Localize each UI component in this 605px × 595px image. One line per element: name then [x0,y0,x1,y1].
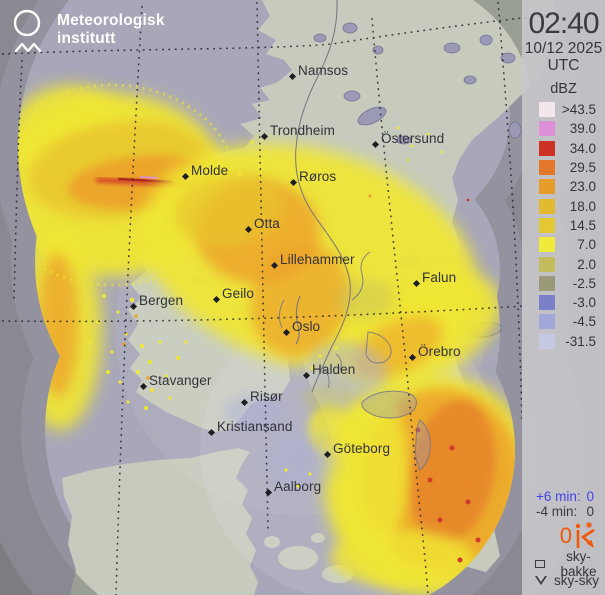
lightning-strike-row: 0 [522,522,605,550]
legend-row: 14.5 [522,216,605,235]
legend-swatch [539,140,555,156]
clock-timezone: UTC [547,57,580,74]
legend-swatch [539,160,555,176]
legend-swatch [539,237,555,253]
legend-row: 18.0 [522,196,605,215]
cloud-to-cloud-icon [535,576,547,585]
brand-text: Meteorologisk institutt [57,8,165,56]
lightning-strike-icon [575,522,595,548]
legend-label: 18.0 [569,198,596,214]
legend-label: 23.0 [569,179,596,195]
lightning-minus-label: -4 min: [536,504,578,519]
legend-swatch [539,198,555,214]
brand-line2: institutt [57,30,116,47]
lightning-plus-label: +6 min: [536,489,581,504]
legend-sidebar: 02:40 10/12 2025 UTC dBZ >43.5 39.0 34.0 29… [522,0,605,595]
cloud-to-cloud-label: sky-sky [554,573,599,588]
lightning-plus-row: +6 min: 0 [522,489,605,504]
legend-row: -31.5 [522,332,605,351]
clock-date: 10/12 2025 [524,40,603,57]
legend-row: 34.0 [522,139,605,158]
legend-label: -4.5 [572,314,596,330]
legend-row: 2.0 [522,254,605,273]
legend-label: 34.0 [569,140,596,156]
legend-row: -2.5 [522,274,605,293]
legend-swatch [539,102,555,118]
lightning-plus-value: 0 [586,489,594,504]
legend-unit: dBZ [550,81,577,97]
lightning-panel: +6 min: 0 -4 min: 0 0 [522,489,605,589]
legend-label: -2.5 [572,275,596,291]
legend-label: 29.5 [569,160,596,176]
legend-label: >43.5 [561,102,596,118]
legend-swatch [539,275,555,291]
legend-label: -31.5 [565,333,596,349]
legend-row: 29.5 [522,158,605,177]
legend-row: 39.0 [522,119,605,138]
clock-time: 02:40 [528,7,599,40]
dbz-legend: >43.5 39.0 34.0 29.5 23.0 18.0 14.5 7.0 2.0 -2.5 -… [522,100,605,351]
brand-line1: Meteorologisk [57,12,165,29]
legend-row: >43.5 [522,100,605,119]
borders-layer [278,0,431,471]
met-logo-icon [13,9,42,53]
cloud-to-ground-icon [535,559,545,568]
legend-swatch [539,217,555,233]
legend-swatch [539,314,555,330]
cloud-to-ground-label: sky-bakke [560,548,597,579]
legend-swatch [539,179,555,195]
legend-swatch [539,256,555,272]
lightning-strike-count: 0 [559,523,572,548]
lightning-minus-value: 0 [586,504,594,519]
legend-row: 23.0 [522,177,605,196]
legend-swatch [539,295,555,311]
legend-row: 7.0 [522,235,605,254]
met-institute-brand: Meteorologisk institutt [10,8,165,56]
lightning-type-ground-row: sky-bakke [522,549,605,579]
lightning-minus-row: -4 min: 0 [522,504,605,519]
legend-label: 14.5 [569,217,596,233]
lightning-type-cloud-row: sky-sky [522,572,605,589]
legend-label: 39.0 [569,121,596,137]
legend-row: -3.0 [522,293,605,312]
graticule-layer [1,1,561,595]
legend-label: 2.0 [577,256,596,272]
legend-row: -4.5 [522,312,605,331]
legend-swatch [539,333,555,349]
legend-swatch [539,121,555,137]
legend-label: -3.0 [572,295,596,311]
legend-label: 7.0 [577,237,596,253]
